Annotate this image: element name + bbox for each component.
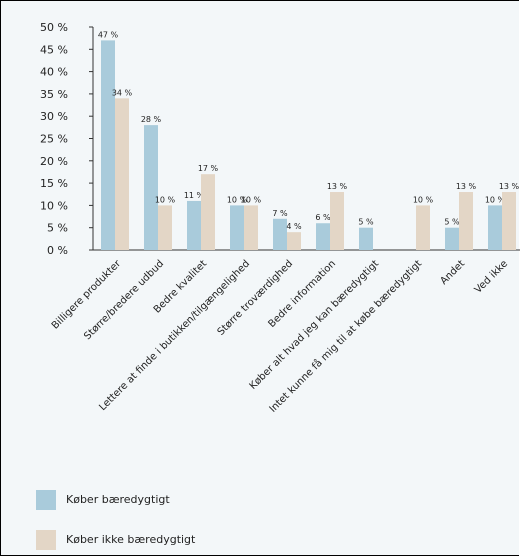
bar-series-1 [101, 40, 115, 250]
y-tick-label: 20 % [40, 155, 68, 168]
data-label: 10 % [413, 195, 434, 204]
data-label: 5 % [444, 218, 460, 227]
bar-series-1 [445, 227, 459, 250]
y-tick-label: 15 % [40, 177, 68, 190]
bar-series-2 [115, 98, 129, 250]
data-label: 5 % [358, 218, 374, 227]
data-label: 10 % [485, 195, 506, 204]
legend-swatch-series-1 [36, 490, 56, 510]
bar-series-1 [144, 125, 158, 250]
data-label: 13 % [456, 182, 477, 191]
y-tick-label: 25 % [40, 133, 68, 146]
legend-label-series-2: Køber ikke bæredygtigt [66, 533, 196, 546]
bar-series-2 [459, 192, 473, 250]
data-label: 47 % [98, 30, 119, 39]
bar-series-1 [187, 200, 201, 250]
y-tick-label: 0 % [47, 244, 68, 257]
legend-swatch-series-2 [36, 530, 56, 550]
y-tick-label: 5 % [47, 222, 68, 235]
bar-series-2 [502, 192, 516, 250]
data-label: 10 % [155, 195, 176, 204]
legend-label-series-1: Køber bæredygtigt [66, 493, 170, 506]
data-label: 7 % [272, 209, 288, 218]
data-label: 13 % [499, 182, 520, 191]
x-tick-label: Lettere at finde i butikken/tilgængeligh… [97, 258, 252, 413]
x-tick-label: Større troværdighed [216, 258, 296, 338]
bar-series-1 [359, 227, 373, 250]
bar-series-2 [201, 174, 215, 250]
data-label: 17 % [198, 164, 219, 173]
bar-series-1 [273, 218, 287, 250]
data-label: 34 % [112, 88, 133, 97]
x-tick-label: Større/bredere udbud [82, 258, 166, 342]
data-label: 10 % [241, 195, 262, 204]
bar-series-2 [158, 205, 172, 250]
bar-series-2 [287, 232, 301, 250]
bar-chart: 0 % 5 % 10 % 15 % 20 % 25 % 30 % 35 % 40 % 45 % 50… [40, 21, 520, 415]
x-tick-label: Ved ikke [473, 258, 510, 295]
bar-series-1 [316, 223, 330, 250]
data-label: 28 % [141, 115, 162, 124]
bar-series-2 [330, 192, 344, 250]
x-tick-label: Billigere produkter [50, 258, 124, 332]
y-tick-label: 50 % [40, 21, 68, 34]
y-tick-label: 30 % [40, 110, 68, 123]
y-tick-label: 45 % [40, 43, 68, 56]
y-tick-label: 10 % [40, 199, 68, 212]
data-label: 13 % [327, 182, 348, 191]
data-label: 4 % [286, 222, 302, 231]
bar-series-1 [230, 205, 244, 250]
y-tick-label: 40 % [40, 66, 68, 79]
bar-series-2 [416, 205, 430, 250]
data-label: 11 % [184, 191, 205, 200]
x-tick-label: Andet [438, 258, 467, 287]
data-label: 6 % [315, 213, 331, 222]
data-label: 10 % [227, 195, 248, 204]
y-tick-label: 35 % [40, 88, 68, 101]
bar-series-1 [488, 205, 502, 250]
bar-series-2 [244, 205, 258, 250]
x-tick-label: Intet kunne få mig til at købe bæredygti… [266, 257, 424, 415]
